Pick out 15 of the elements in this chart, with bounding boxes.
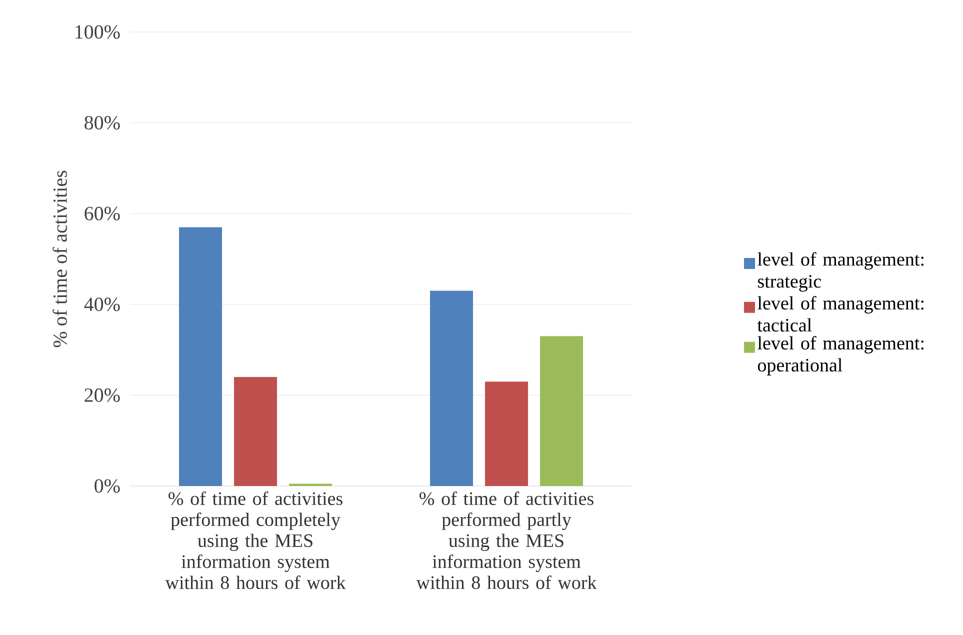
y-tick-label: 0% bbox=[94, 479, 120, 493]
y-tick-label: 100% bbox=[76, 25, 120, 39]
x-tick-label: % of time of activities performed completely using the MES information system within 8 hours of work bbox=[165, 492, 346, 590]
y-tick-label: 40% bbox=[84, 298, 120, 312]
bar bbox=[430, 290, 474, 486]
y-tick-label: 60% bbox=[84, 206, 120, 220]
bar bbox=[540, 336, 584, 486]
y-tick-label: 80% bbox=[84, 116, 120, 130]
x-tick-label: % of time of activities performed partly using the MES information system within 8 hours of work bbox=[416, 492, 597, 590]
y-axis-title: % of time of activities bbox=[52, 170, 67, 348]
y-tick-label: 20% bbox=[84, 388, 120, 402]
bar bbox=[179, 227, 222, 486]
bar bbox=[485, 382, 528, 486]
bar bbox=[234, 377, 278, 486]
legend-label: level of management: operational bbox=[758, 336, 924, 376]
